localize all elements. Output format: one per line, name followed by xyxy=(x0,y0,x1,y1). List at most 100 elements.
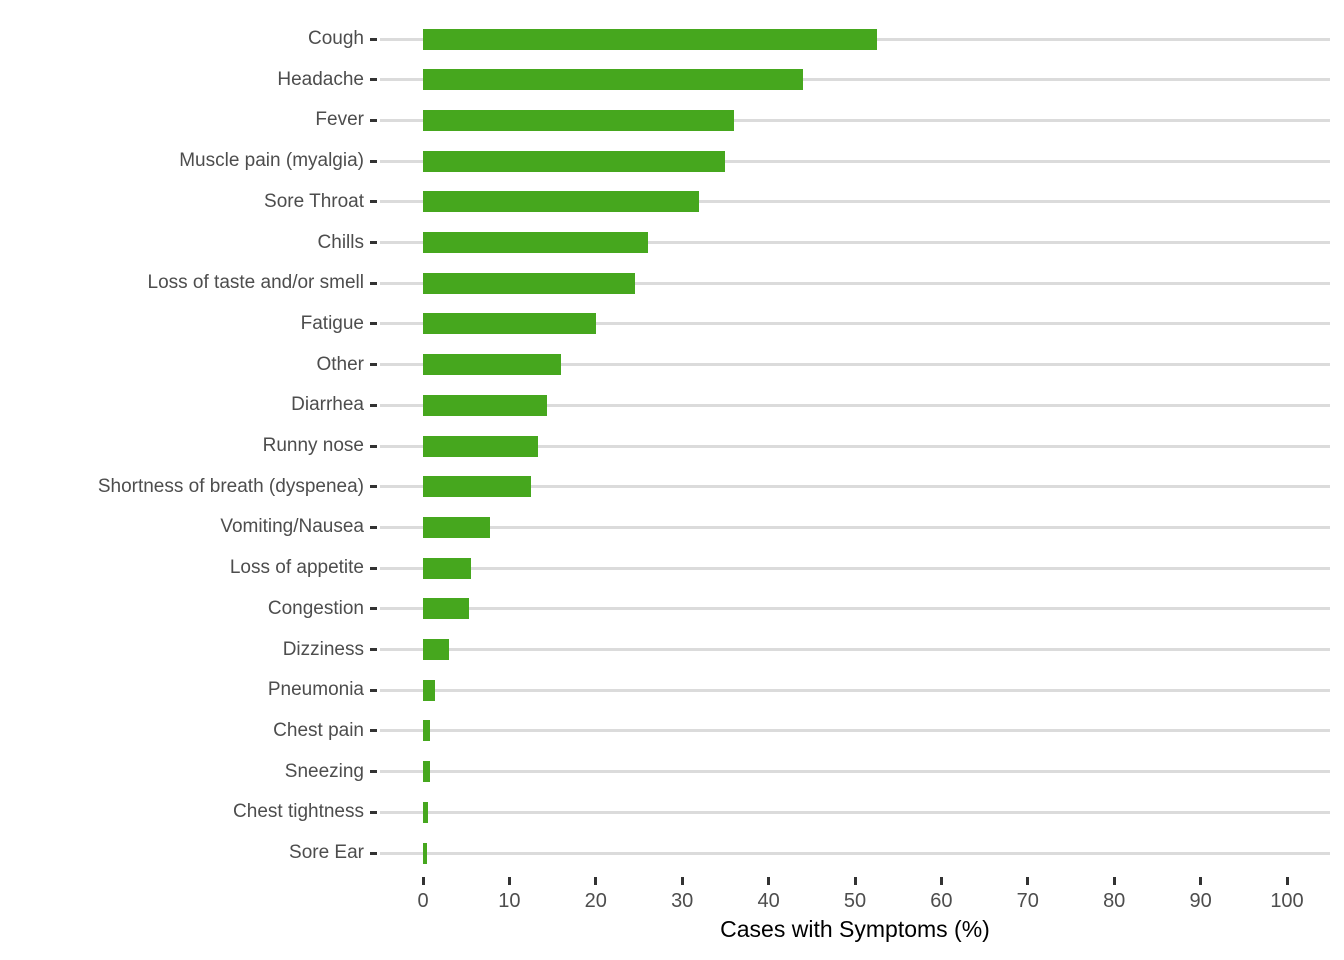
bar xyxy=(423,435,538,457)
y-axis-tick xyxy=(370,525,377,529)
y-axis-label: Loss of taste and/or smell xyxy=(147,272,365,294)
gridline xyxy=(380,159,1330,163)
x-axis-title: Cases with Symptoms (%) xyxy=(720,916,990,942)
y-axis-label: Headache xyxy=(277,68,364,90)
bar xyxy=(423,639,449,660)
x-axis-tick-label: 70 xyxy=(1016,890,1039,912)
y-axis-tick xyxy=(370,118,377,122)
gridline xyxy=(380,525,1330,529)
bar xyxy=(423,801,429,823)
y-axis-tick xyxy=(370,241,377,244)
y-axis-label: Fatigue xyxy=(300,312,364,334)
x-axis-tick-label: 80 xyxy=(1103,890,1126,912)
gridline xyxy=(380,241,1330,244)
y-axis-tick xyxy=(370,322,377,326)
bar xyxy=(423,313,596,335)
bar xyxy=(423,720,430,742)
bar xyxy=(423,394,547,416)
bar xyxy=(423,191,700,213)
x-axis-tick-label: 10 xyxy=(498,890,521,912)
x-axis-tick-label: 90 xyxy=(1189,890,1212,912)
y-axis-tick xyxy=(370,770,377,774)
bar xyxy=(423,109,735,131)
x-axis-tick xyxy=(421,877,425,885)
gridline xyxy=(380,729,1330,733)
bar xyxy=(423,516,491,538)
x-axis-tick-label: 60 xyxy=(930,890,953,912)
gridline xyxy=(380,810,1330,814)
bar xyxy=(423,232,648,253)
y-axis-tick xyxy=(370,37,377,41)
bar xyxy=(423,150,726,172)
y-axis-tick xyxy=(370,607,377,611)
y-axis-label: Vomiting/Nausea xyxy=(220,516,364,538)
y-axis-label: Sneezing xyxy=(284,760,364,782)
x-axis-tick xyxy=(507,877,511,885)
bar xyxy=(423,842,428,864)
y-axis-label: Runny nose xyxy=(262,435,364,456)
gridline xyxy=(380,403,1330,407)
x-axis-tick-label: 40 xyxy=(757,890,780,912)
x-axis-tick xyxy=(1112,877,1116,885)
y-axis-label: Sore Throat xyxy=(264,190,364,212)
x-axis-tick xyxy=(594,877,598,885)
bar xyxy=(423,28,877,50)
y-axis-tick xyxy=(370,444,377,448)
bar xyxy=(423,557,472,579)
y-axis-tick xyxy=(370,200,377,204)
gridline xyxy=(380,566,1330,570)
x-axis-tick-label: 100 xyxy=(1270,890,1304,912)
y-axis-tick xyxy=(370,363,377,367)
x-axis-tick xyxy=(939,877,943,885)
gridline xyxy=(380,851,1330,855)
y-axis-tick xyxy=(370,403,377,407)
gridline xyxy=(380,200,1330,204)
y-axis-label: Pneumonia xyxy=(267,679,364,701)
y-axis-label: Chest tightness xyxy=(233,801,364,823)
y-axis-tick xyxy=(370,729,377,733)
y-axis-tick xyxy=(370,78,377,82)
bar xyxy=(423,69,804,91)
bar xyxy=(423,761,430,783)
y-axis-label: Dizziness xyxy=(282,638,364,660)
y-axis-label: Congestion xyxy=(267,597,364,619)
y-axis-label: Other xyxy=(316,353,364,375)
y-axis-tick xyxy=(370,688,377,692)
x-axis-tick xyxy=(680,877,684,885)
y-axis-tick xyxy=(370,159,377,163)
gridline xyxy=(380,363,1330,367)
gridline xyxy=(380,688,1330,692)
gridline xyxy=(380,648,1330,651)
y-axis-tick xyxy=(370,485,377,489)
x-axis-tick-label: 20 xyxy=(584,890,607,912)
x-axis-tick-label: 0 xyxy=(417,890,429,912)
x-axis-tick-label: 50 xyxy=(843,890,867,912)
y-axis-tick xyxy=(370,281,377,285)
x-axis-tick xyxy=(1199,877,1203,885)
bar xyxy=(423,679,436,701)
gridline xyxy=(380,770,1330,774)
y-axis-label: Sore Ear xyxy=(289,842,364,863)
y-axis-tick xyxy=(370,566,377,570)
bar xyxy=(423,476,531,498)
y-axis-tick xyxy=(370,810,377,814)
gridline xyxy=(380,607,1330,611)
y-axis-tick xyxy=(370,851,377,855)
gridline xyxy=(380,322,1330,326)
bar xyxy=(423,354,562,376)
bar xyxy=(423,598,469,620)
bar xyxy=(423,272,635,294)
x-axis-tick xyxy=(1285,877,1289,885)
x-axis-tick xyxy=(1026,877,1030,885)
y-axis-label: Chest pain xyxy=(273,719,364,741)
x-axis-tick xyxy=(853,877,857,885)
gridline xyxy=(380,281,1330,285)
gridline xyxy=(380,444,1330,448)
x-axis-tick xyxy=(767,877,771,885)
gridline xyxy=(380,118,1330,122)
y-axis-label: Shortness of breath (dyspenea) xyxy=(97,475,364,497)
y-axis-tick xyxy=(370,648,377,651)
gridline xyxy=(380,485,1330,489)
y-axis-label: Muscle pain (myalgia) xyxy=(179,150,364,172)
